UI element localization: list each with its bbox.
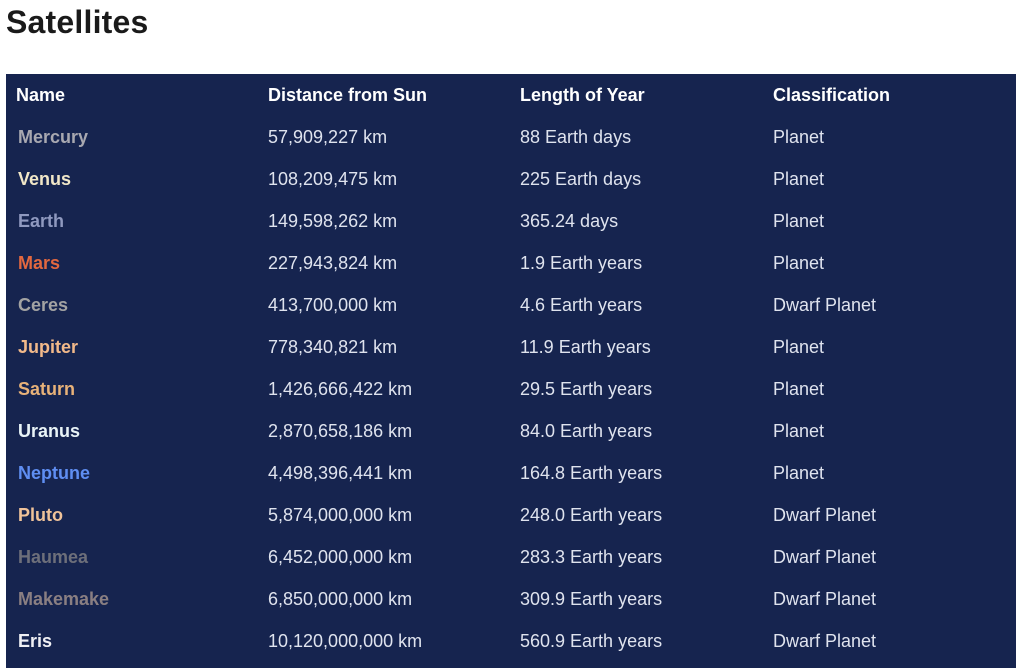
cell-distance: 6,452,000,000 km bbox=[268, 546, 413, 567]
cell-year-length: 4.6 Earth years bbox=[520, 294, 643, 315]
table-row: Pluto 5,874,000,000 km 248.0 Earth years Dw… bbox=[6, 494, 1016, 536]
cell-classification: Dwarf Planet bbox=[773, 588, 877, 609]
satellites-table-container: Name Distance from Sun Length of Year Cl… bbox=[6, 74, 1016, 668]
table-header: Name Distance from Sun Length of Year Cl… bbox=[6, 74, 1016, 116]
cell-classification: Dwarf Planet bbox=[773, 630, 877, 651]
cell-distance: 4,498,396,441 km bbox=[268, 462, 413, 483]
cell-year-length: 164.8 Earth years bbox=[520, 462, 663, 483]
header-row: Name Distance from Sun Length of Year Cl… bbox=[6, 74, 1016, 116]
cell-name: Mars bbox=[18, 252, 61, 273]
table-row: Makemake 6,850,000,000 km 309.9 Earth year… bbox=[6, 578, 1016, 620]
table-row: Eris 10,120,000,000 km 560.9 Earth years Dw… bbox=[6, 620, 1016, 662]
cell-classification: Planet bbox=[773, 126, 825, 147]
cell-classification: Dwarf Planet bbox=[773, 504, 877, 525]
table-row: Mercury 57,909,227 km 88 Earth days Planet bbox=[6, 116, 1016, 158]
cell-name: Saturn bbox=[18, 378, 76, 399]
cell-year-length: 11.9 Earth years bbox=[520, 336, 651, 357]
cell-distance: 5,874,000,000 km bbox=[268, 504, 413, 525]
cell-name: Venus bbox=[18, 168, 72, 189]
table-row: Venus 108,209,475 km 225 Earth days Planet bbox=[6, 158, 1016, 200]
table-row: Earth 149,598,262 km 365.24 days Planet bbox=[6, 200, 1016, 242]
cell-year-length: 560.9 Earth years bbox=[520, 630, 663, 651]
cell-classification: Planet bbox=[773, 252, 825, 273]
cell-year-length: 88 Earth days bbox=[520, 126, 632, 147]
header-name: Name bbox=[16, 84, 66, 105]
cell-distance: 2,870,658,186 km bbox=[268, 420, 413, 441]
cell-year-length: 1.9 Earth years bbox=[520, 252, 643, 273]
cell-year-length: 225 Earth days bbox=[520, 168, 642, 189]
header-year-length: Length of Year bbox=[520, 84, 645, 105]
cell-year-length: 283.3 Earth years bbox=[520, 546, 663, 567]
cell-distance: 57,909,227 km bbox=[268, 126, 388, 147]
cell-distance: 227,943,824 km bbox=[268, 252, 398, 273]
cell-name: Earth bbox=[18, 210, 65, 231]
cell-year-length: 309.9 Earth years bbox=[520, 588, 663, 609]
cell-classification: Dwarf Planet bbox=[773, 294, 877, 315]
cell-distance: 778,340,821 km bbox=[268, 336, 398, 357]
cell-name: Makemake bbox=[18, 588, 110, 609]
cell-year-length: 29.5 Earth years bbox=[520, 378, 653, 399]
cell-name: Eris bbox=[18, 630, 53, 651]
cell-year-length: 84.0 Earth years bbox=[520, 420, 653, 441]
cell-distance: 413,700,000 km bbox=[268, 294, 398, 315]
cell-name: Jupiter bbox=[18, 336, 79, 357]
table-row: Ceres 413,700,000 km 4.6 Earth years Dwarf … bbox=[6, 284, 1016, 326]
header-classification: Classification bbox=[773, 84, 891, 105]
cell-name: Ceres bbox=[18, 294, 69, 315]
cell-classification: Planet bbox=[773, 420, 825, 441]
satellites-table: Name Distance from Sun Length of Year Cl… bbox=[6, 74, 1016, 662]
cell-year-length: 365.24 days bbox=[520, 210, 619, 231]
cell-distance: 1,426,666,422 km bbox=[268, 378, 413, 399]
table-row: Mars 227,943,824 km 1.9 Earth years Planet bbox=[6, 242, 1016, 284]
table-row: Uranus 2,870,658,186 km 84.0 Earth years Pl… bbox=[6, 410, 1016, 452]
cell-classification: Planet bbox=[773, 336, 825, 357]
cell-year-length: 248.0 Earth years bbox=[520, 504, 663, 525]
cell-name: Haumea bbox=[18, 546, 89, 567]
cell-distance: 6,850,000,000 km bbox=[268, 588, 413, 609]
table-row: Neptune 4,498,396,441 km 164.8 Earth years… bbox=[6, 452, 1016, 494]
cell-name: Mercury bbox=[18, 126, 89, 147]
table-row: Haumea 6,452,000,000 km 283.3 Earth years D… bbox=[6, 536, 1016, 578]
header-distance: Distance from Sun bbox=[268, 84, 428, 105]
cell-classification: Dwarf Planet bbox=[773, 546, 877, 567]
table-body: Mercury 57,909,227 km 88 Earth days Planet V… bbox=[6, 116, 1016, 662]
page-title: Satellites bbox=[6, 4, 149, 40]
cell-name: Neptune bbox=[18, 462, 90, 483]
table-row: Jupiter 778,340,821 km 11.9 Earth years Pla… bbox=[6, 326, 1016, 368]
table-row: Saturn 1,426,666,422 km 29.5 Earth years Pl… bbox=[6, 368, 1016, 410]
cell-classification: Planet bbox=[773, 378, 825, 399]
cell-distance: 149,598,262 km bbox=[268, 210, 398, 231]
cell-name: Pluto bbox=[18, 504, 63, 525]
cell-distance: 10,120,000,000 km bbox=[268, 630, 423, 651]
cell-classification: Planet bbox=[773, 462, 825, 483]
cell-distance: 108,209,475 km bbox=[268, 168, 398, 189]
cell-classification: Planet bbox=[773, 168, 825, 189]
cell-name: Uranus bbox=[18, 420, 81, 441]
cell-classification: Planet bbox=[773, 210, 825, 231]
